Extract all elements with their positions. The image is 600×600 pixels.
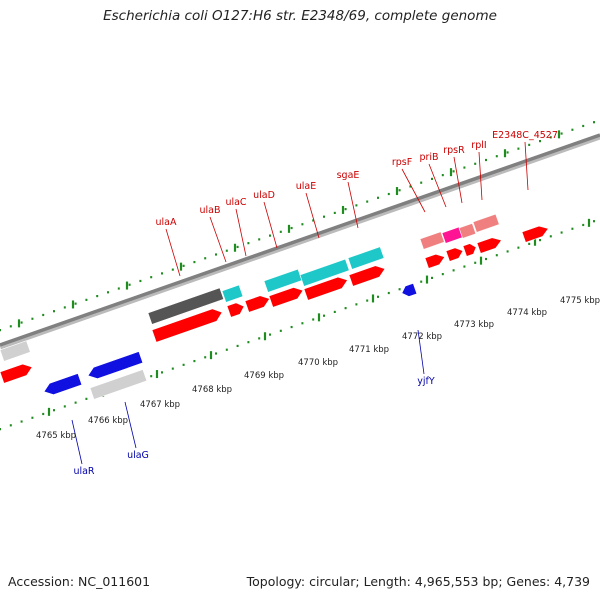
gene-rplI-red[interactable] [476, 235, 503, 254]
gene-sgaE-red[interactable] [303, 274, 349, 301]
gene-grey-dark[interactable] [147, 287, 225, 325]
gene-cyan-2[interactable] [299, 258, 350, 287]
scale-tick-label: 4774 kbp [507, 308, 547, 318]
leader-line [124, 401, 137, 449]
gene-yjfY[interactable] [400, 282, 418, 298]
scale-tick-label: 4773 kbp [454, 320, 494, 330]
backbone-line [0, 133, 600, 347]
gene-label: sgaE [337, 170, 360, 181]
gene-ulaB[interactable] [221, 284, 244, 303]
leader-line [347, 181, 359, 229]
gene-rplI[interactable] [472, 213, 500, 233]
scale-tick-label: 4771 kbp [349, 345, 389, 355]
gene-E2348C_4527[interactable] [521, 223, 550, 243]
gene-ulaC[interactable] [226, 301, 246, 318]
leader-line [165, 228, 181, 277]
gene-sgaE[interactable] [347, 246, 385, 270]
scale-tick-label: 4770 kbp [298, 358, 338, 368]
genome-summary-text: Topology: circular; Length: 4,965,553 bp… [246, 574, 590, 589]
gene-label: ulaE [296, 181, 316, 192]
gene-ulaA[interactable] [151, 306, 224, 343]
leader-line [401, 168, 426, 213]
gene-red-sgaE[interactable] [348, 263, 387, 287]
scale-tick-label: 4775 kbp [560, 296, 600, 306]
leader-line [235, 208, 247, 257]
gene-priB-red[interactable] [445, 246, 465, 262]
outer-tick-track [0, 121, 595, 332]
gene-label: rpsR [443, 145, 465, 156]
gene-ulaG-grey[interactable] [89, 369, 148, 400]
gene-rpsF-pink[interactable] [419, 231, 445, 250]
gene-label: ulaG [127, 450, 149, 461]
gene-label: ulaR [73, 466, 94, 477]
leader-line [417, 329, 425, 375]
gene-label: rpsF [392, 157, 412, 168]
gene-labels: ulaA ulaB ulaC ulaD ulaE sgaE rpsF priB rpsR rplI… [73, 130, 557, 477]
scale-tick-label: 4768 kbp [192, 385, 232, 395]
inner-tick-track [0, 218, 595, 431]
gene-features[interactable] [0, 213, 550, 400]
gene-rpsF[interactable] [424, 252, 447, 269]
scale-tick-label: 4767 kbp [140, 400, 180, 410]
label-leaders [71, 141, 529, 465]
leader-line [453, 156, 463, 204]
leader-line [71, 419, 83, 465]
accession-text: Accession: NC_011601 [8, 574, 151, 589]
scale-tick-labels: 4765 kbp 4766 kbp 4767 kbp 4768 kbp 4769 kbp… [36, 296, 600, 441]
gene-label: yjfY [417, 376, 435, 387]
gene-ulaG-blue[interactable] [86, 351, 144, 382]
genome-backbone [0, 133, 600, 350]
scale-tick-label: 4765 kbp [36, 431, 76, 441]
scale-tick-label: 4766 kbp [88, 416, 128, 426]
gene-label: priB [419, 152, 438, 163]
gene-ulaD[interactable] [244, 293, 272, 313]
gene-label: ulaB [200, 205, 221, 216]
leader-line [524, 141, 529, 191]
gene-rpsR[interactable] [458, 222, 477, 239]
gene-label: rplI [471, 140, 486, 151]
leader-line [478, 151, 483, 201]
gene-label: ulaD [253, 190, 275, 201]
scale-tick-label: 4772 kbp [402, 332, 442, 342]
leader-line [305, 192, 320, 239]
gene-label: ulaA [156, 217, 177, 228]
gene-grey-left[interactable] [0, 340, 31, 362]
leader-line [263, 201, 278, 249]
gene-red-left[interactable] [0, 361, 34, 384]
scale-tick-label: 4769 kbp [244, 371, 284, 381]
leader-line [209, 216, 227, 263]
gene-ulaE[interactable] [268, 285, 305, 308]
gene-label: E2348C_4527 [492, 130, 558, 141]
gene-rpsR-red[interactable] [462, 242, 478, 257]
page-title: Escherichia coli O127:H6 str. E2348/69, … [103, 8, 497, 24]
leader-line [428, 163, 447, 208]
gene-label: ulaC [225, 197, 246, 208]
gene-ulaR[interactable] [42, 373, 83, 397]
